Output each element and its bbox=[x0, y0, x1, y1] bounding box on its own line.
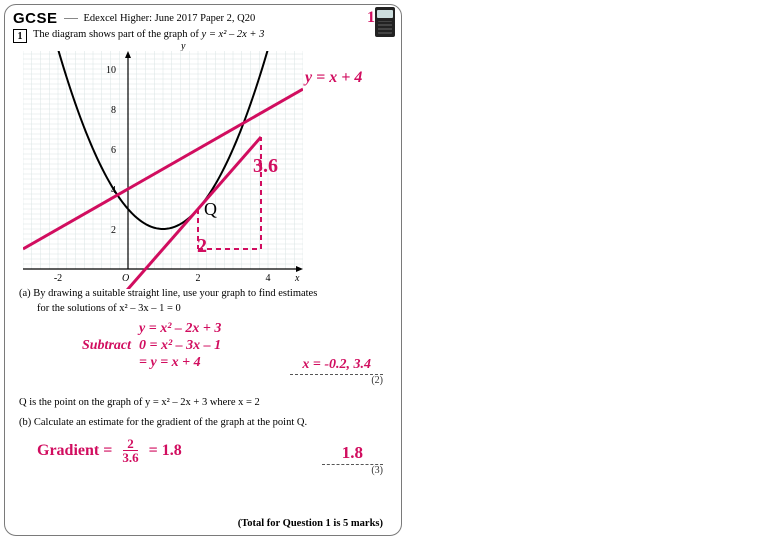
calculator-icon bbox=[375, 7, 395, 37]
question-prompt: The diagram shows part of the graph of y… bbox=[33, 29, 264, 40]
svg-text:-2: -2 bbox=[54, 273, 62, 284]
svg-text:2: 2 bbox=[196, 273, 201, 284]
svg-text:x: x bbox=[294, 273, 300, 284]
divider bbox=[64, 18, 78, 19]
fraction-numerator: 2 bbox=[123, 437, 138, 451]
line-equation-label: y = x + 4 bbox=[305, 69, 362, 87]
part-b-label: (b) bbox=[19, 417, 31, 428]
svg-text:2: 2 bbox=[111, 225, 116, 236]
gcse-label: GCSE bbox=[13, 10, 58, 27]
part-b-marks: (3) bbox=[322, 465, 383, 476]
gradient-label: Gradient = bbox=[37, 442, 112, 460]
part-a-line1: (a) By drawing a suitable straight line,… bbox=[19, 287, 391, 300]
part-a-answer: x = -0.2, 3.4 (2) bbox=[290, 357, 383, 386]
gradient-result: = 1.8 bbox=[149, 442, 182, 460]
work-r2-label: Subtract bbox=[75, 338, 131, 355]
prompt-text: The diagram shows part of the graph of bbox=[33, 29, 202, 40]
fraction-denominator: 3.6 bbox=[118, 451, 142, 464]
part-b-answer-value: 1.8 bbox=[322, 443, 383, 465]
svg-text:O: O bbox=[122, 273, 129, 284]
source-label: Edexcel Higher: June 2017 Paper 2, Q20 bbox=[84, 13, 256, 24]
header: GCSE Edexcel Higher: June 2017 Paper 2, … bbox=[13, 9, 393, 27]
svg-text:10: 10 bbox=[106, 65, 116, 76]
work-r3: = y = x + 4 bbox=[139, 355, 201, 372]
question-number: 1 bbox=[13, 29, 27, 43]
svg-text:8: 8 bbox=[111, 105, 116, 116]
part-a-text1: By drawing a suitable straight line, use… bbox=[33, 288, 317, 299]
q-definition: Q is the point on the graph of y = x² – … bbox=[19, 397, 260, 408]
part-a-answer-value: x = -0.2, 3.4 bbox=[290, 357, 383, 375]
gradient-equation: Gradient = 2 3.6 = 1.8 bbox=[37, 437, 182, 464]
part-a-marks: (2) bbox=[290, 375, 383, 386]
svg-text:Q: Q bbox=[204, 199, 217, 219]
total-marks: (Total for Question 1 is 5 marks) bbox=[238, 518, 383, 529]
part-a-line2: for the solutions of x² – 3x – 1 = 0 bbox=[37, 302, 391, 315]
work-r1: y = x² – 2x + 3 bbox=[139, 321, 221, 338]
rise-annotation: 2 bbox=[197, 235, 207, 258]
run-annotation: 3.6 bbox=[253, 155, 278, 178]
gradient-fraction: 2 3.6 bbox=[118, 437, 142, 464]
svg-text:4: 4 bbox=[266, 273, 271, 284]
work-r2: 0 = x² – 3x – 1 bbox=[139, 338, 221, 355]
worksheet-page: GCSE Edexcel Higher: June 2017 Paper 2, … bbox=[4, 4, 402, 536]
part-b-text: Calculate an estimate for the gradient o… bbox=[34, 417, 307, 428]
part-b-answer: 1.8 (3) bbox=[322, 443, 383, 476]
part-a-label: (a) bbox=[19, 288, 31, 299]
svg-text:6: 6 bbox=[111, 145, 116, 156]
part-b: (b) Calculate an estimate for the gradie… bbox=[19, 417, 307, 428]
prompt-equation: y = x² – 2x + 3 bbox=[202, 29, 265, 40]
